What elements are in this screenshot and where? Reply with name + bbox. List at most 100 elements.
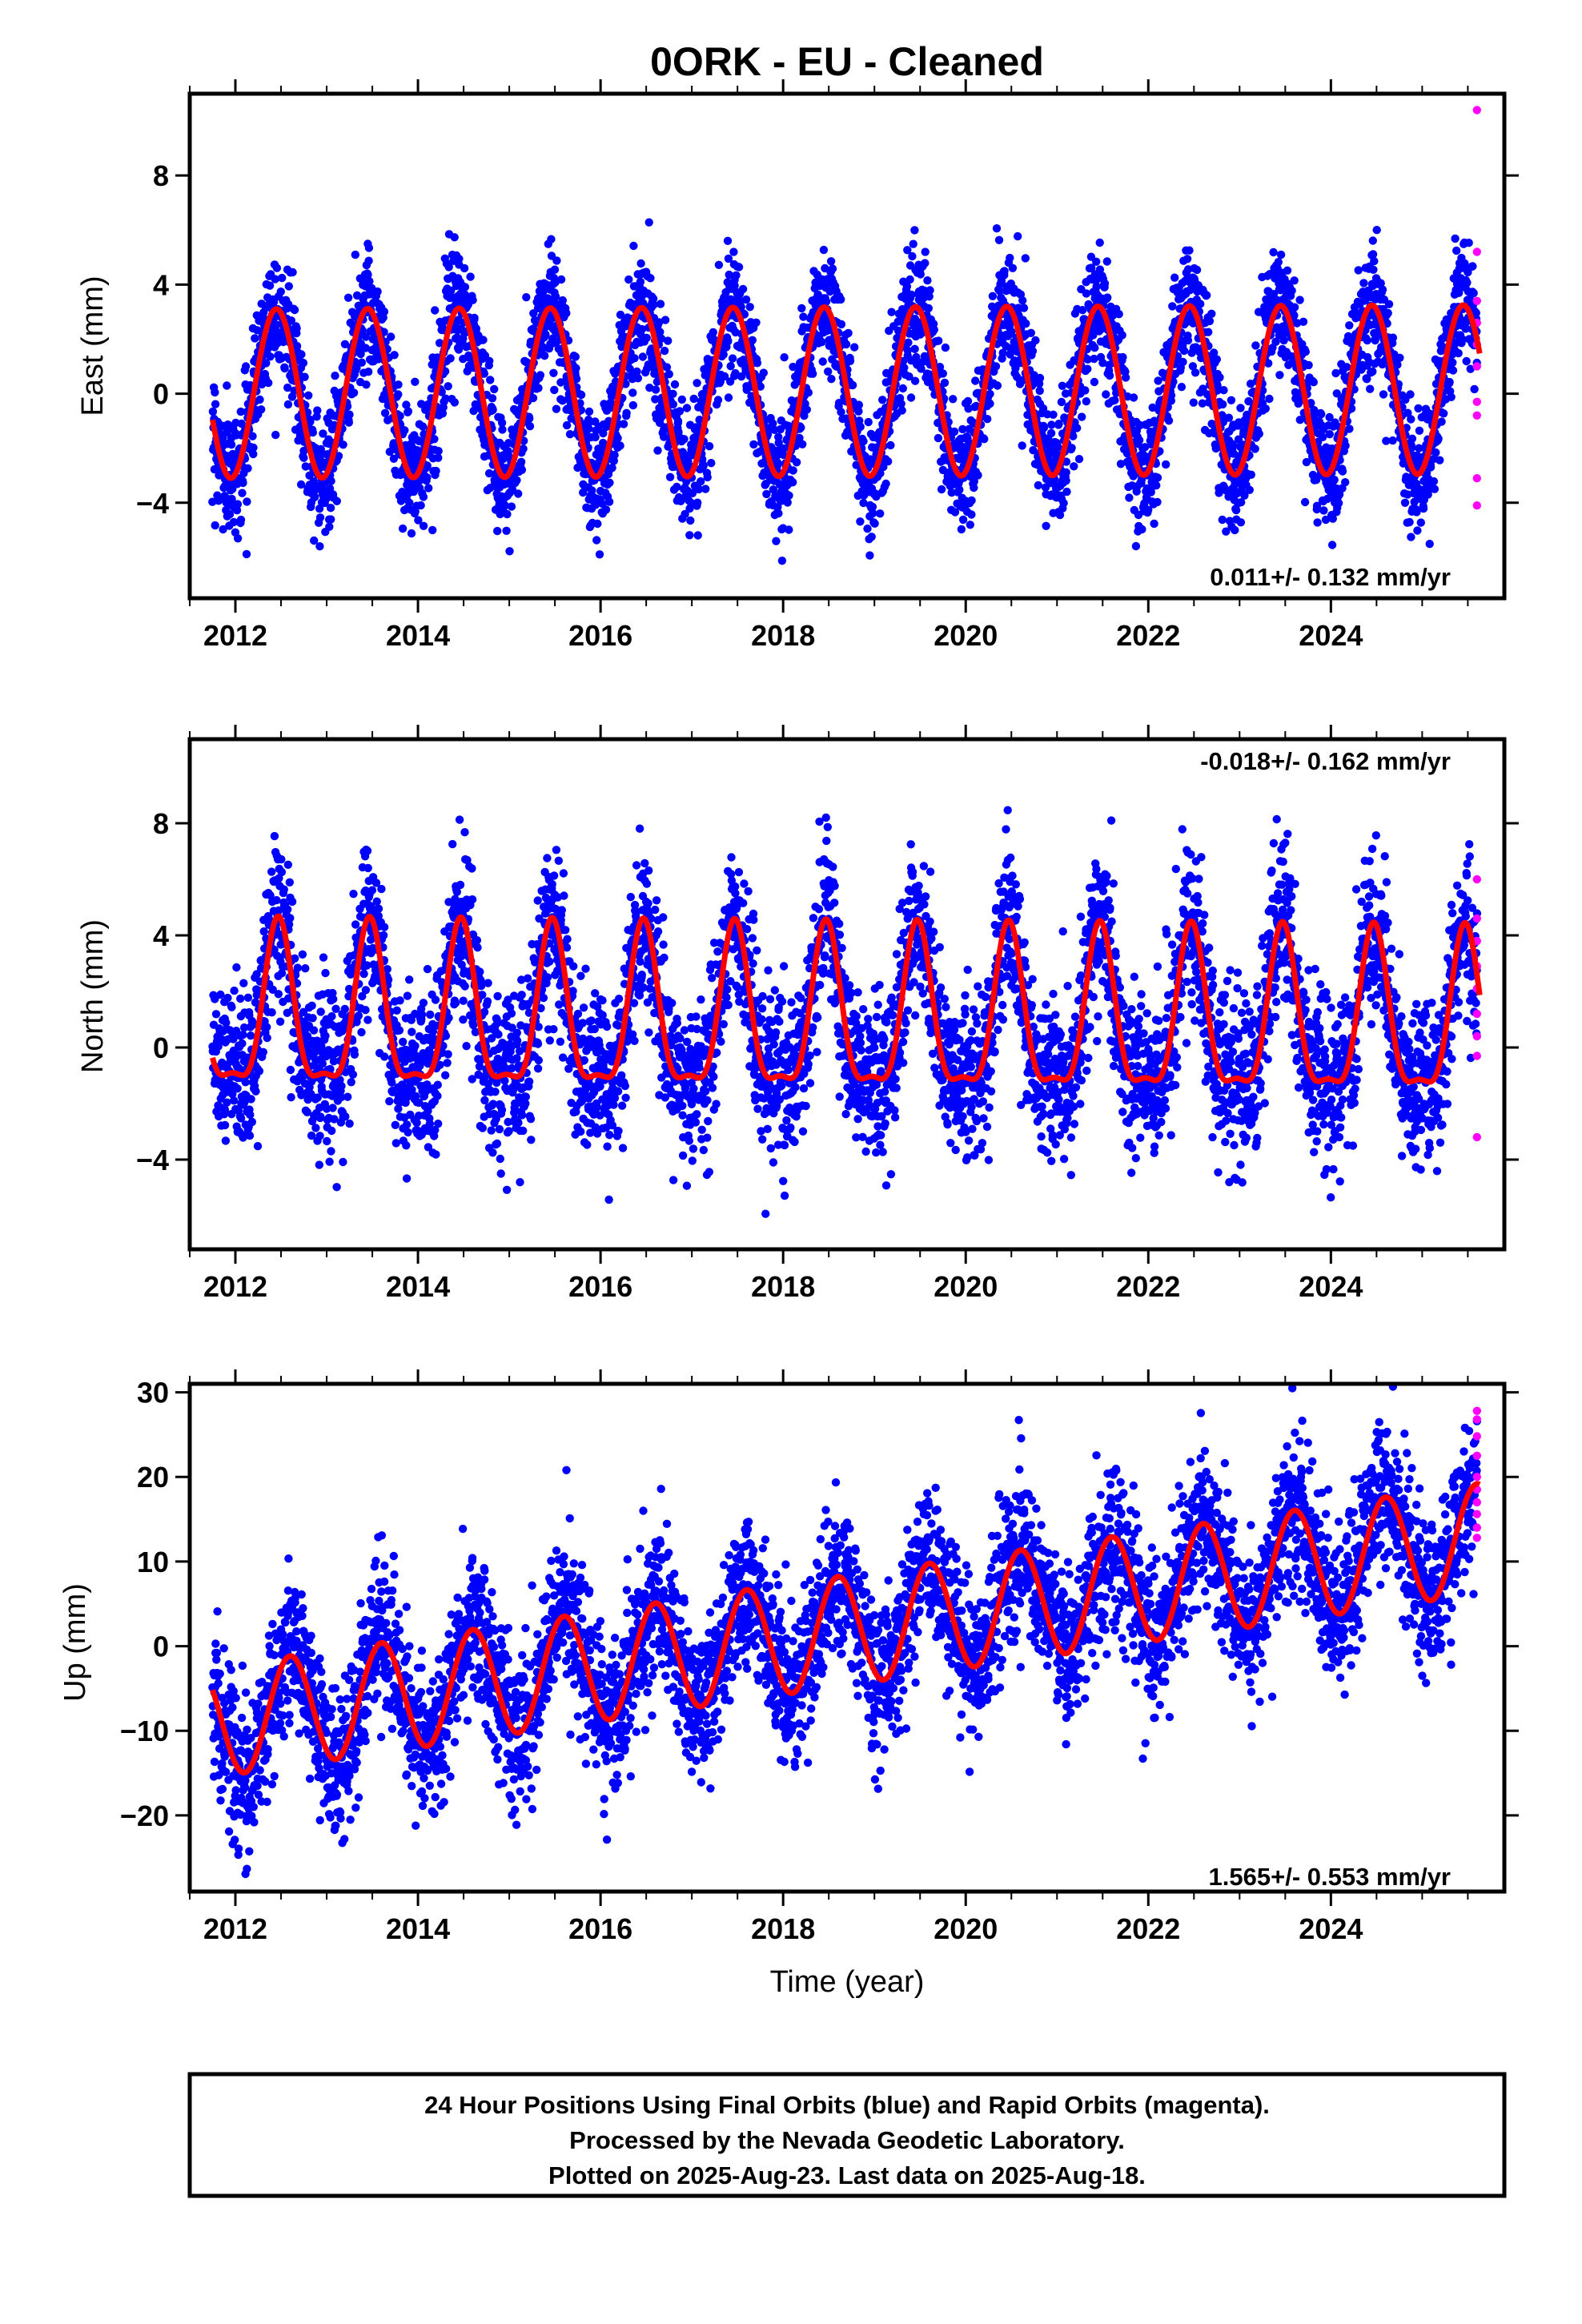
data-point	[934, 433, 943, 443]
data-point	[645, 384, 654, 392]
data-point	[910, 344, 919, 353]
data-point	[1013, 347, 1022, 356]
data-point	[992, 224, 1002, 233]
data-point	[1325, 430, 1335, 439]
data-point	[678, 448, 687, 456]
data-point	[1153, 473, 1162, 482]
data-point	[517, 465, 527, 474]
data-point	[964, 404, 973, 413]
data-point	[1218, 411, 1227, 420]
data-point	[325, 522, 334, 531]
data-point	[967, 510, 976, 519]
data-point	[441, 394, 450, 403]
data-point	[497, 418, 507, 428]
data-point	[591, 432, 600, 442]
data-point	[1189, 398, 1199, 407]
data-point	[701, 485, 710, 493]
data-point	[947, 488, 956, 497]
data-point	[352, 364, 361, 372]
x-tick-label: 2022	[1116, 619, 1180, 652]
data-point	[1191, 368, 1200, 377]
data-point	[1261, 404, 1271, 413]
data-point	[1215, 489, 1223, 497]
data-point	[1304, 360, 1313, 370]
data-point	[1089, 331, 1098, 340]
data-point	[1231, 525, 1239, 535]
data-point	[1082, 289, 1091, 298]
data-point	[789, 478, 797, 487]
data-point	[1198, 399, 1207, 408]
data-point	[991, 362, 1001, 371]
data-point	[1049, 410, 1058, 419]
data-point	[1400, 498, 1410, 507]
data-point	[361, 344, 370, 352]
data-point	[313, 406, 322, 415]
data-point	[1251, 444, 1259, 453]
data-point	[1236, 404, 1245, 412]
data-point	[665, 472, 675, 481]
data-point	[998, 348, 1007, 357]
data-point	[669, 389, 677, 398]
data-point	[937, 485, 946, 494]
data-point	[1046, 428, 1056, 438]
data-point	[869, 509, 877, 518]
data-point	[1407, 415, 1415, 424]
data-point	[251, 334, 259, 343]
data-point	[1039, 424, 1049, 432]
data-point	[621, 380, 630, 388]
data-point	[622, 408, 631, 417]
data-point	[400, 426, 409, 435]
data-point	[387, 332, 396, 341]
data-point	[470, 313, 479, 323]
data-point	[490, 384, 499, 394]
rapid-point	[1472, 411, 1482, 420]
data-point	[624, 275, 633, 284]
data-point	[1090, 377, 1099, 387]
data-point	[613, 433, 622, 443]
data-point	[299, 359, 308, 368]
east-y-axis-label: East (mm)	[76, 275, 110, 416]
data-point	[1222, 527, 1231, 536]
data-point	[315, 542, 324, 551]
data-point	[648, 294, 658, 304]
data-point	[315, 513, 325, 522]
data-point	[1379, 390, 1388, 399]
data-point	[1022, 319, 1030, 328]
data-point	[414, 516, 423, 525]
data-point	[593, 519, 602, 529]
data-point	[345, 410, 354, 419]
data-point	[974, 471, 982, 480]
data-point	[1295, 296, 1304, 304]
data-point	[227, 440, 236, 449]
data-point	[525, 414, 534, 423]
data-point	[638, 352, 648, 361]
data-point	[300, 372, 309, 381]
data-point	[407, 529, 416, 538]
data-point	[272, 263, 282, 272]
data-point	[1205, 316, 1215, 326]
data-point	[522, 293, 531, 302]
data-point	[664, 336, 673, 345]
east-rate-label: 0.011+/- 0.132 mm/yr	[1210, 563, 1451, 591]
data-point	[290, 305, 299, 315]
data-point	[424, 403, 432, 412]
data-point	[1192, 265, 1202, 275]
data-point	[229, 1035, 238, 1043]
data-point	[656, 300, 665, 308]
data-point	[1271, 337, 1280, 346]
data-point	[562, 420, 572, 430]
data-point	[417, 400, 426, 408]
data-point	[1369, 265, 1378, 274]
data-point	[480, 369, 488, 378]
data-point	[694, 485, 704, 494]
data-point	[1018, 296, 1027, 305]
data-point	[995, 287, 1004, 296]
data-point	[719, 350, 728, 359]
data-point	[988, 302, 997, 311]
data-point	[797, 304, 806, 313]
data-point	[394, 390, 403, 399]
data-point	[239, 478, 247, 488]
data-point	[249, 443, 258, 452]
data-point	[958, 424, 967, 434]
rapid-point	[1472, 474, 1482, 483]
